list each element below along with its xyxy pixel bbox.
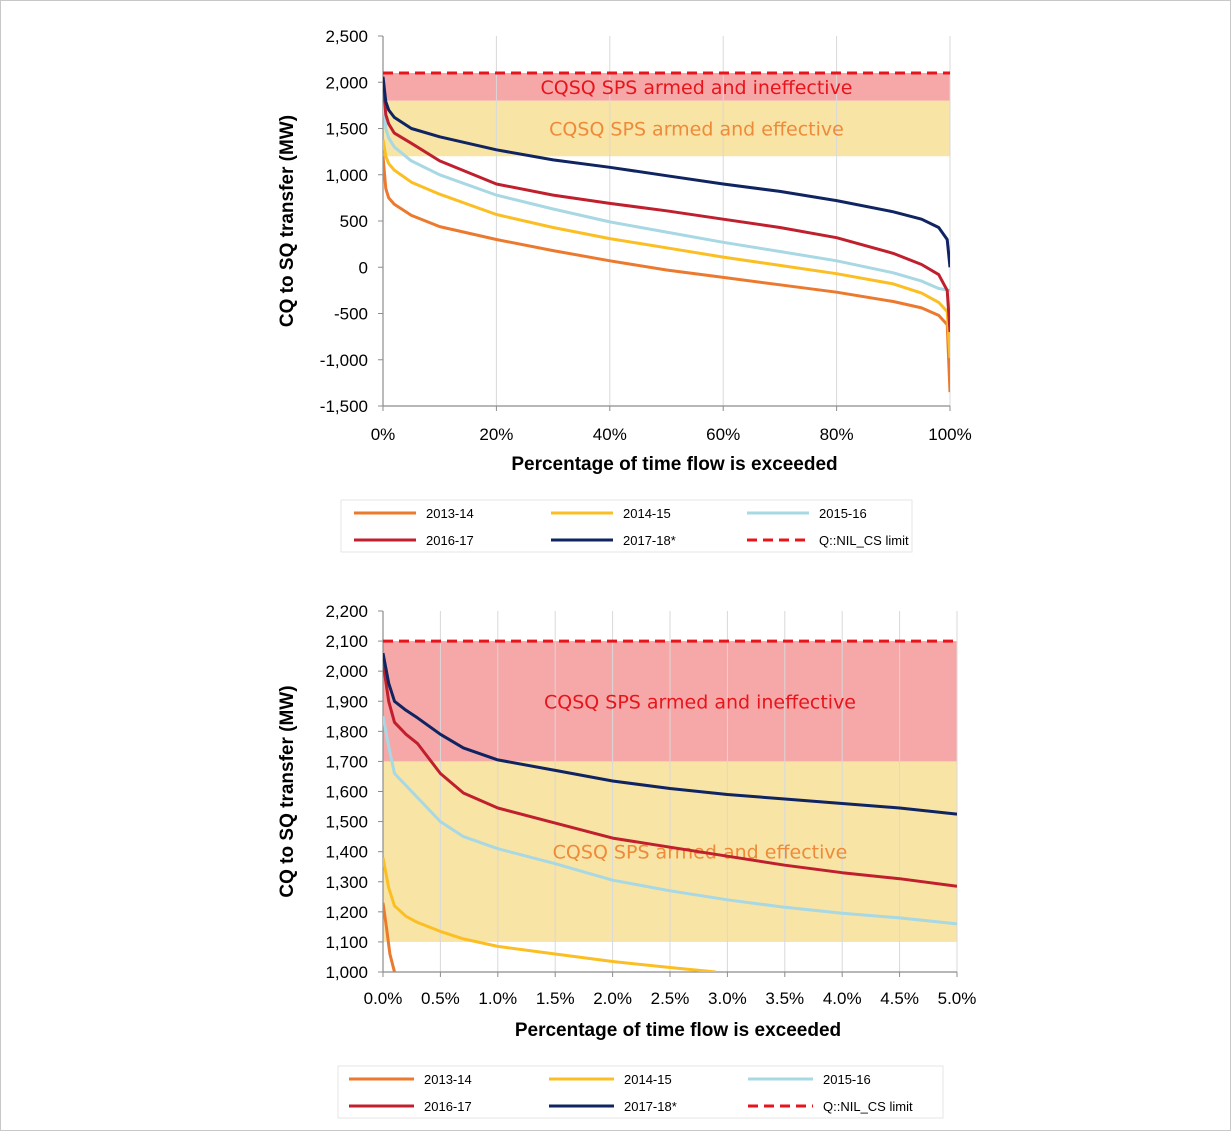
- band-label-effective: CQSQ SPS armed and effective: [549, 119, 844, 141]
- y-tick-label: 2,000: [325, 73, 368, 92]
- legend-box: [337, 1065, 944, 1119]
- x-tick-label: 1.0%: [478, 989, 517, 1008]
- x-tick-label: 40%: [593, 425, 627, 444]
- series-line-201314: [383, 902, 396, 972]
- legend-label: Q::NIL_CS limit: [823, 1099, 913, 1114]
- y-tick-label: 1,200: [325, 903, 368, 922]
- x-tick-label: 80%: [820, 425, 854, 444]
- y-tick-label: 500: [340, 212, 368, 231]
- legend-label: 2014-15: [623, 506, 671, 521]
- x-axis-title: Percentage of time flow is exceeded: [515, 1020, 841, 1041]
- y-tick-label: 1,000: [325, 963, 368, 982]
- legend-label: 2016-17: [424, 1099, 472, 1114]
- band-label-ineffective: CQSQ SPS armed and ineffective: [541, 77, 853, 99]
- y-tick-label: 1,300: [325, 873, 368, 892]
- x-tick-label: 5.0%: [938, 989, 977, 1008]
- series-line-201516: [383, 95, 950, 292]
- x-tick-label: 4.5%: [880, 989, 919, 1008]
- y-tick-label: 2,500: [325, 27, 368, 46]
- x-tick-label: 0.5%: [421, 989, 460, 1008]
- legend-label: Q::NIL_CS limit: [819, 533, 909, 548]
- x-tick-label: 3.0%: [708, 989, 747, 1008]
- x-axis-title: Percentage of time flow is exceeded: [511, 454, 837, 475]
- legend-label: 2016-17: [426, 533, 474, 548]
- series-line-201314: [383, 156, 950, 393]
- legend-label: 2013-14: [424, 1072, 472, 1087]
- x-tick-label: 20%: [479, 425, 513, 444]
- series-line-201718: [383, 76, 950, 268]
- y-tick-label: 1,800: [325, 722, 368, 741]
- x-tick-label: 4.0%: [823, 989, 862, 1008]
- legend-label: 2015-16: [819, 506, 867, 521]
- y-tick-label: -500: [334, 305, 368, 324]
- legend-box: [340, 499, 913, 553]
- series-line-201718: [383, 652, 957, 816]
- y-tick-label: 1,700: [325, 752, 368, 771]
- x-tick-label: 100%: [928, 425, 971, 444]
- chart-1: CQSQ SPS armed and ineffective CQSQ SPS a…: [277, 27, 972, 553]
- y-tick-label: -1,000: [320, 351, 368, 370]
- series-line-201415: [383, 857, 717, 972]
- legend-label: 2015-16: [823, 1072, 871, 1087]
- y-tick-label: -1,500: [320, 397, 368, 416]
- y-tick-label: 0: [359, 258, 368, 277]
- series-line-201415: [383, 139, 950, 358]
- y-tick-label: 2,200: [325, 602, 368, 621]
- series-group: [383, 76, 950, 393]
- y-tick-label: 2,000: [325, 662, 368, 681]
- x-tick-label: 60%: [706, 425, 740, 444]
- legend-label: 2014-15: [624, 1072, 672, 1087]
- x-tick-label: 0.0%: [364, 989, 403, 1008]
- y-tick-label: 1,600: [325, 783, 368, 802]
- y-tick-label: 2,100: [325, 632, 368, 651]
- legend-label: 2013-14: [426, 506, 474, 521]
- x-tick-label: 2.5%: [651, 989, 690, 1008]
- legend-label: 2017-18*: [624, 1099, 677, 1114]
- series-line-201617: [383, 82, 950, 333]
- y-axis-title: CQ to SQ transfer (MW): [277, 115, 298, 327]
- x-tick-label: 2.0%: [593, 989, 632, 1008]
- band-label-ineffective: CQSQ SPS armed and ineffective: [544, 691, 856, 713]
- band-ineffective: [383, 73, 950, 101]
- y-tick-label: 1,400: [325, 843, 368, 862]
- x-tick-label: 3.5%: [765, 989, 804, 1008]
- legend-label: 2017-18*: [623, 533, 676, 548]
- x-tick-label: 0%: [371, 425, 396, 444]
- series-line-201617: [383, 661, 957, 888]
- series-group: [383, 652, 957, 972]
- y-tick-label: 1,100: [325, 933, 368, 952]
- y-tick-label: 1,500: [325, 813, 368, 832]
- y-tick-label: 1,900: [325, 692, 368, 711]
- series-line-201516: [383, 716, 957, 926]
- y-tick-label: 1,500: [325, 120, 368, 139]
- x-tick-label: 1.5%: [536, 989, 575, 1008]
- y-tick-label: 1,000: [325, 166, 368, 185]
- y-axis-title: CQ to SQ transfer (MW): [277, 685, 298, 897]
